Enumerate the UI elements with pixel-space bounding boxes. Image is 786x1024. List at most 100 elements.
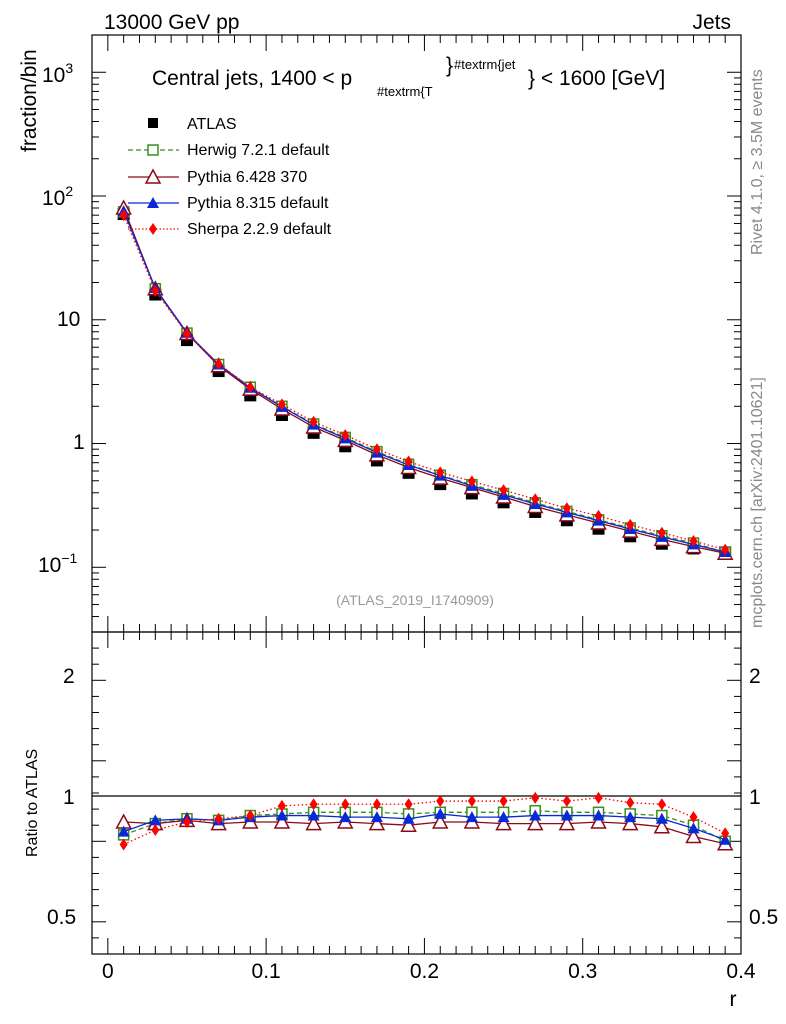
- ratio-point-pythia2: [526, 815, 544, 831]
- legend-label-sherpa: Sherpa 2.2.9 default: [187, 221, 332, 238]
- ratio-point-sherpa4: [689, 811, 698, 824]
- legend-marker-herwig: [147, 144, 159, 156]
- ratio-y-axis-label: Ratio to ATLAS: [24, 749, 41, 857]
- ratio-panel-ticks: [92, 631, 742, 955]
- main-point-sherpa4: [657, 526, 666, 539]
- main-point-sherpa4: [182, 327, 191, 340]
- main-point-sherpa4: [436, 466, 445, 479]
- ratio-point-pythia3: [370, 811, 383, 823]
- x-tick-labels: 0 0.1 0.2 0.3 0.4: [102, 960, 756, 983]
- main-point-sherpa4: [341, 429, 350, 442]
- main-title-text: Central jets, 1400 < p: [152, 67, 352, 90]
- main-line-pythia2: [123, 207, 726, 554]
- ytick-label-10: 10: [57, 308, 80, 331]
- main-title-superscript: #textrm{jet: [454, 57, 516, 72]
- ratio-point-sherpa4: [182, 815, 191, 828]
- ratio-point-pythia3: [624, 811, 637, 823]
- ratio-point-pythia3: [307, 809, 320, 821]
- main-point-sherpa4: [372, 443, 381, 456]
- ratio-point-pythia2: [305, 815, 322, 831]
- ytick-label-1e3: 103: [42, 60, 73, 87]
- ratio-point-sherpa4: [309, 798, 318, 811]
- x-tick-label: 0: [102, 960, 114, 983]
- main-point-sherpa4: [309, 415, 318, 428]
- ytick-label-1e2: 102: [42, 183, 73, 210]
- legend-entry-herwig: Herwig 7.2.1 default: [128, 142, 330, 159]
- legend-entry-sherpa: Sherpa 2.2.9 default: [128, 221, 332, 238]
- main-point-sherpa4: [151, 284, 160, 297]
- ratio-point-sherpa4: [214, 812, 223, 825]
- main-point-sherpa4: [531, 493, 540, 506]
- main-y-tick-labels: 103 102 10 1 10−1: [38, 60, 85, 577]
- main-line-sherpa4: [123, 214, 726, 551]
- ratio-point-sherpa4: [721, 827, 730, 840]
- legend-label-atlas: ATLAS: [187, 116, 237, 133]
- ratio-point-pythia3: [529, 809, 542, 821]
- main-point-sherpa4: [594, 509, 603, 522]
- main-point-sherpa4: [626, 518, 635, 531]
- ratio-point-pythia2: [590, 813, 607, 829]
- main-title: Central jets, 1400 < p #textrm{T } #text…: [152, 54, 665, 99]
- main-point-sherpa4: [119, 209, 128, 222]
- ratio-point-sherpa4: [341, 798, 350, 811]
- main-point-sherpa4: [404, 455, 413, 468]
- legend-entry-pythia8: Pythia 8.315 default: [128, 195, 329, 212]
- ratio-point-sherpa4: [467, 795, 476, 808]
- main-point-sherpa4: [689, 535, 698, 548]
- main-y-axis-label: fraction/bin: [18, 49, 41, 152]
- main-point-sherpa4: [246, 381, 255, 394]
- header-energy-label: 13000 GeV pp: [104, 11, 239, 34]
- ratio-y-tick-labels-right: 2 1 0.5: [749, 665, 778, 929]
- main-point-sherpa4: [721, 543, 730, 556]
- ratio-panel-frame: [91, 631, 742, 955]
- ratio-point-pythia3: [497, 811, 510, 823]
- ratio-ytick-right-1: 1: [749, 786, 761, 809]
- mcplots-side-label: mcplots.cern.ch [arXiv:2401.10621]: [749, 377, 766, 628]
- main-title-brace: }: [446, 54, 453, 77]
- ratio-point-pythia3: [687, 822, 700, 834]
- main-line-pythia3: [123, 210, 726, 553]
- ratio-point-pythia2: [685, 827, 702, 844]
- x-tick-label: 0.2: [410, 960, 439, 983]
- ratio-point-sherpa4: [657, 798, 666, 811]
- ratio-point-pythia2: [495, 815, 512, 831]
- ratio-point-pythia3: [402, 812, 415, 824]
- ratio-point-sherpa4: [404, 798, 413, 811]
- legend-label-herwig: Herwig 7.2.1 default: [187, 142, 330, 159]
- ytick-label-1e-1: 10−1: [38, 550, 78, 577]
- x-tick-label: 0.4: [726, 960, 756, 983]
- ratio-point-pythia2: [368, 815, 386, 831]
- legend-label-pythia6: Pythia 6.428 370: [187, 169, 307, 186]
- ratio-ytick-right-2: 2: [749, 665, 761, 688]
- main-point-sherpa4: [562, 502, 571, 515]
- ratio-ytick-left-2: 2: [63, 665, 75, 688]
- ratio-point-pythia3: [560, 809, 573, 821]
- ratio-point-sherpa4: [626, 796, 635, 809]
- main-point-sherpa4: [214, 357, 223, 370]
- ratio-point-sherpa4: [531, 791, 540, 804]
- legend-marker-pythia8: [147, 197, 159, 208]
- ratio-series-group: [115, 791, 734, 851]
- ratio-point-pythia3: [275, 809, 288, 821]
- ratio-point-sherpa4: [246, 809, 255, 822]
- ratio-point-sherpa4: [499, 795, 508, 808]
- ratio-y-tick-labels-left: 2 1 0.5: [47, 665, 76, 929]
- main-title-tail: } < 1600 [GeV]: [528, 67, 665, 90]
- ratio-point-pythia3: [117, 825, 130, 837]
- ratio-point-sherpa4: [372, 798, 381, 811]
- main-title-subscript: #textrm{T: [377, 84, 433, 99]
- legend-marker-pythia6: [144, 168, 162, 184]
- ratio-point-pythia2: [273, 813, 291, 829]
- ratio-point-pythia3: [434, 807, 447, 819]
- ratio-ytick-left-1: 1: [63, 786, 75, 809]
- main-point-sherpa4: [499, 484, 508, 497]
- header-jets-label: Jets: [692, 11, 731, 34]
- main-panel-ticks: [92, 34, 742, 633]
- ratio-point-sherpa4: [151, 824, 160, 837]
- legend-label-pythia8: Pythia 8.315 default: [187, 195, 329, 212]
- main-point-sherpa4: [277, 398, 286, 411]
- ratio-point-pythia2: [621, 815, 639, 831]
- legend-marker-atlas: [148, 118, 158, 128]
- legend-entry-atlas: ATLAS: [148, 116, 237, 133]
